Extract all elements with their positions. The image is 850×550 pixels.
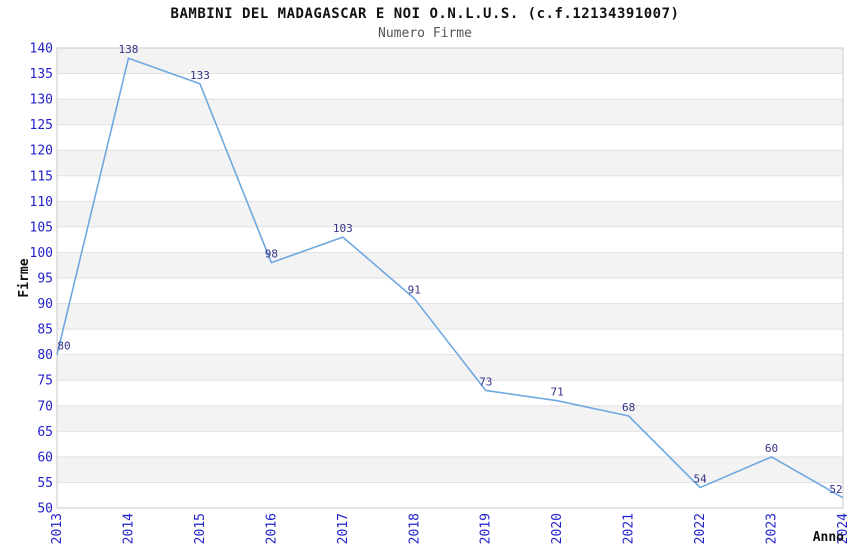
x-tick-label: 2013 [50, 513, 65, 544]
x-tick-label: 2014 [121, 513, 136, 544]
y-tick-label: 140 [30, 42, 53, 57]
grid-band [57, 354, 843, 381]
x-tick-label: 2021 [622, 513, 637, 544]
y-tick-label: 50 [37, 502, 53, 517]
grid-band [57, 99, 843, 125]
data-point-label: 133 [190, 69, 210, 82]
y-tick-label: 130 [30, 93, 53, 108]
y-tick-label: 75 [37, 374, 53, 389]
x-axis-title: Anno [813, 530, 844, 545]
y-tick-label: 120 [30, 144, 53, 159]
y-tick-label: 60 [37, 450, 53, 465]
x-tick-label: 2022 [693, 513, 708, 544]
data-point-label: 91 [408, 283, 421, 296]
y-tick-label: 100 [30, 246, 53, 261]
x-tick-label: 2020 [550, 513, 565, 544]
x-tick-label: 2018 [407, 513, 422, 544]
grid-band [57, 405, 843, 432]
y-tick-label: 125 [30, 118, 53, 133]
grid-band [57, 150, 843, 176]
data-point-label: 80 [57, 340, 70, 353]
data-line [56, 57, 844, 499]
grid-band [57, 48, 843, 74]
data-point-label: 98 [265, 248, 278, 261]
data-point-label: 71 [551, 386, 564, 399]
x-tick-label: 2024 [836, 513, 850, 544]
plot-border [56, 47, 844, 509]
x-tick-label: 2015 [193, 513, 208, 544]
x-tick-label: 2017 [336, 513, 351, 544]
grid-band [57, 456, 843, 483]
y-tick-label: 115 [30, 169, 53, 184]
data-point-label: 103 [333, 222, 353, 235]
y-tick-label: 70 [37, 399, 53, 414]
data-point-label: 60 [765, 442, 778, 455]
data-point-label: 54 [693, 473, 707, 486]
y-tick-label: 90 [37, 297, 53, 312]
y-tick-label: 65 [37, 425, 53, 440]
chart-subtitle: Numero Firme [378, 26, 472, 41]
y-tick-label: 110 [30, 195, 53, 210]
y-tick-label: 80 [37, 348, 53, 363]
grid-band [57, 252, 843, 278]
data-point-label: 68 [622, 401, 635, 414]
y-tick-label: 95 [37, 272, 53, 287]
data-point-label: 52 [829, 483, 842, 496]
grid-band [57, 303, 843, 330]
y-tick-label: 135 [30, 67, 53, 82]
data-point-label: 73 [479, 375, 492, 388]
y-axis-title: Firme [17, 258, 32, 297]
x-tick-label: 2023 [765, 513, 780, 544]
y-tick-label: 85 [37, 323, 53, 338]
y-tick-label: 105 [30, 220, 53, 235]
y-tick-label: 55 [37, 476, 53, 491]
chart-title: BAMBINI DEL MADAGASCAR E NOI O.N.L.U.S. … [170, 6, 680, 22]
data-point-label: 138 [119, 43, 139, 56]
x-tick-label: 2016 [264, 513, 279, 544]
x-tick-label: 2019 [479, 513, 494, 544]
grid-band [57, 201, 843, 227]
